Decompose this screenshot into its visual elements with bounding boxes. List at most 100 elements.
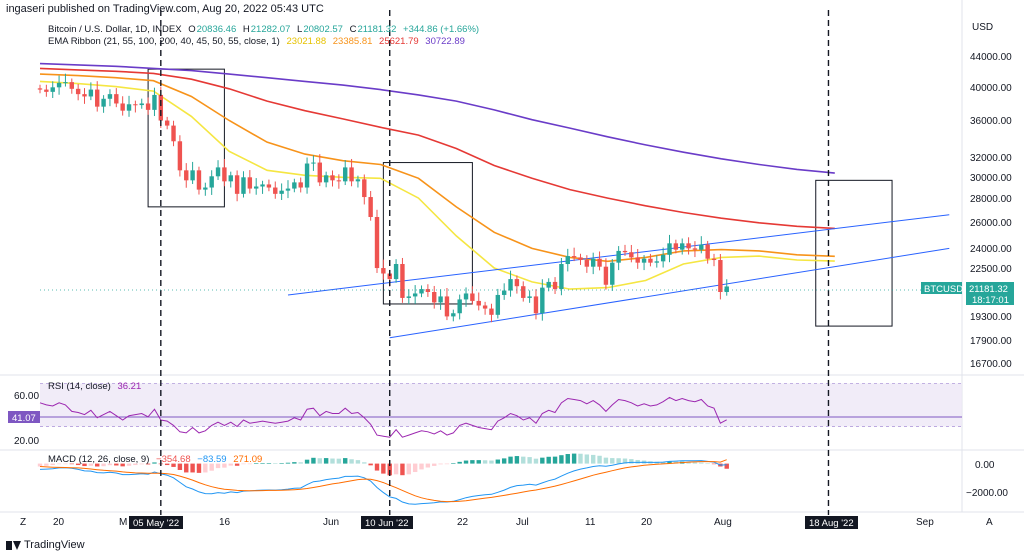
price-tick: 40000.00	[970, 83, 1012, 94]
macd-histogram-bar	[209, 463, 214, 471]
symbol-legend[interactable]: Bitcoin / U.S. Dollar, 1D, INDEX O20836.…	[48, 24, 483, 35]
time-label: 20	[53, 517, 65, 528]
macd-legend[interactable]: MACD (12, 26, close, 9) −354.68 −83.59 2…	[48, 454, 266, 465]
candle-body	[489, 308, 494, 315]
close-value: 21181.32	[357, 24, 397, 35]
macd-histogram-bar	[228, 463, 233, 466]
candle-body	[349, 167, 354, 182]
c-label: C	[349, 24, 357, 35]
rsi-legend[interactable]: RSI (14, close) 36.21	[48, 381, 145, 392]
macd-histogram-bar	[463, 460, 469, 464]
candle-body	[565, 256, 570, 265]
macd-histogram-bar	[451, 463, 456, 464]
macd-histogram-bar	[591, 454, 596, 464]
ema-line	[39, 73, 835, 263]
candle-body	[56, 82, 62, 88]
open-value: 20836.46	[196, 24, 237, 35]
macd-histogram-bar	[177, 463, 183, 470]
price-tick: 16700.00	[970, 359, 1012, 370]
macd-histogram-bar	[438, 463, 443, 465]
candle-body	[37, 88, 43, 90]
candle-body	[508, 279, 513, 291]
marker-date-text: 18 Aug '22	[809, 518, 854, 529]
candle-body	[152, 94, 157, 110]
macd-histogram-bar	[635, 459, 640, 464]
time-label: Aug	[714, 517, 732, 528]
candle-body	[114, 94, 119, 104]
ema-line	[39, 80, 835, 290]
macd-histogram-bar	[164, 463, 170, 466]
macd-histogram-bar	[107, 463, 113, 466]
candle-body	[533, 296, 539, 314]
time-label: 20	[641, 517, 653, 528]
ema-line	[39, 62, 835, 174]
macd-histogram-bar	[101, 463, 106, 467]
candle-body	[680, 243, 685, 250]
signal-line	[39, 459, 727, 503]
macd-histogram-bar	[514, 456, 520, 464]
macd-histogram-bar	[412, 463, 418, 473]
candle-body	[215, 167, 221, 177]
price-tick: 19300.00	[970, 312, 1012, 323]
candle-body	[355, 179, 361, 182]
highlight-box	[147, 68, 225, 208]
macd-histogram-bar	[203, 463, 208, 473]
rsi-label: RSI (14, close)	[48, 381, 111, 392]
macd-histogram-bar	[317, 458, 322, 464]
candle-body	[273, 187, 278, 194]
macd-histogram-bar	[133, 463, 138, 466]
rsi-tick: 60.00	[14, 391, 39, 402]
candle-body	[641, 258, 647, 263]
candle-body	[177, 141, 183, 171]
candle-body	[95, 89, 100, 107]
candle-body	[241, 177, 246, 194]
candle-body	[139, 103, 144, 106]
ema-legend[interactable]: EMA Ribbon (21, 55, 100, 200, 40, 45, 50…	[48, 36, 469, 47]
candle-body	[285, 188, 291, 191]
candle-body	[196, 170, 202, 190]
macd-histogram-bar	[266, 463, 272, 464]
candle-body	[571, 256, 577, 258]
time-label: 22	[457, 517, 469, 528]
price-tick: 36000.00	[970, 116, 1012, 127]
candle-body	[648, 258, 653, 263]
candle-body	[101, 98, 106, 107]
macd-histogram-bar	[56, 463, 62, 465]
candle-body	[540, 287, 545, 314]
macd-hist-value: −354.68	[156, 454, 191, 465]
macd-histogram-bar	[393, 463, 399, 475]
candle-body	[718, 260, 723, 293]
macd-histogram-bar	[95, 463, 100, 467]
price-tick: 26000.00	[970, 218, 1012, 229]
candle-body	[228, 175, 233, 182]
candle-body	[546, 281, 551, 288]
tradingview-logo[interactable]: TradingView	[6, 539, 85, 551]
macd-histogram-bar	[273, 463, 278, 464]
candle-body	[298, 182, 303, 188]
candle-body	[184, 170, 189, 181]
price-tick: 17900.00	[970, 336, 1012, 347]
time-axis: Z 20 M 16 Jun 22 Jul 11 20 Aug Sep A	[20, 517, 993, 528]
candle-body	[253, 186, 259, 189]
macd-histogram-bar	[705, 463, 710, 465]
candle-body	[260, 184, 265, 187]
candle-body	[667, 243, 672, 255]
macd-histogram-bar	[546, 456, 551, 464]
macd-histogram-bar	[425, 463, 431, 468]
candle-body	[476, 300, 481, 306]
macd-histogram-bar	[145, 463, 151, 465]
footer	[0, 535, 1024, 555]
macd-histogram-bar	[381, 463, 386, 474]
macd-histogram-bar	[285, 462, 291, 464]
candle-body	[311, 162, 316, 164]
macd-histogram-bar	[114, 463, 119, 466]
candle-body	[190, 170, 195, 181]
candle-body	[527, 296, 532, 298]
ema-line	[39, 67, 835, 230]
candle-body	[120, 103, 125, 111]
candle-body	[406, 296, 411, 298]
ema200-value: 30722.89	[425, 36, 465, 47]
macd-histogram-bar	[419, 463, 424, 470]
time-label: A	[986, 517, 993, 528]
